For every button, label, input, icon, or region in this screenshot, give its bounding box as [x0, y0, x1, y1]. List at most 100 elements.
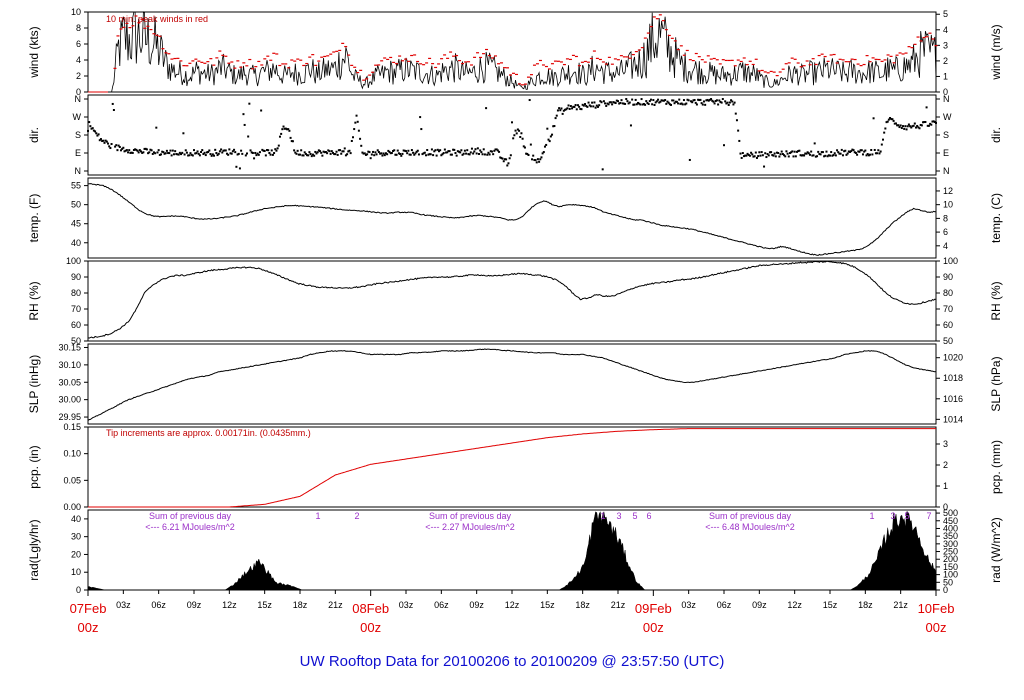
peak-wind-mark	[589, 57, 593, 60]
wind-direction-point	[621, 102, 624, 105]
wind-direction-point	[440, 154, 443, 157]
wind-direction-point	[490, 150, 493, 153]
wind-direction-point	[751, 153, 754, 156]
wind-direction-point	[740, 156, 743, 159]
peak-wind-mark	[613, 58, 617, 60]
right-axis-label-rad: rad (W/m^2)	[989, 517, 1003, 583]
wind-direction-point	[284, 127, 287, 130]
peak-wind-mark	[446, 57, 450, 59]
wind-direction-point	[336, 153, 339, 156]
wind-direction-point	[684, 103, 687, 106]
wind-direction-point	[602, 100, 605, 103]
wind-direction-point	[899, 124, 902, 127]
peak-wind-mark	[733, 65, 737, 67]
peak-wind-mark	[431, 63, 435, 65]
peak-wind-mark	[787, 62, 791, 64]
wind-direction-point	[240, 149, 243, 152]
wind-direction-point	[433, 150, 436, 153]
wind-direction-point	[188, 154, 191, 157]
peak-wind-mark	[326, 55, 330, 57]
x-hour-label: 18z	[575, 600, 590, 610]
wind-direction-point	[469, 151, 472, 154]
peak-wind-mark	[904, 52, 908, 54]
peak-wind-mark	[772, 71, 776, 73]
wind-direction-point	[555, 114, 558, 117]
wind-direction-point	[283, 127, 286, 130]
peak-wind-mark	[661, 20, 665, 22]
wind-direction-point	[333, 153, 336, 156]
wind-direction-point	[227, 153, 230, 156]
wind-direction-point	[853, 151, 856, 154]
wind-direction-point	[483, 153, 486, 156]
peak-wind-mark	[455, 54, 459, 57]
x-hour-label: 21z	[611, 600, 626, 610]
wind-direction-point	[118, 145, 121, 148]
wind-direction-point	[519, 136, 522, 139]
peak-wind-mark	[287, 67, 291, 69]
peak-wind-mark	[386, 58, 390, 61]
wind-direction-point	[122, 146, 125, 149]
wind-direction-point	[637, 101, 640, 104]
wind-direction-point	[823, 155, 826, 158]
wind-direction-point	[180, 153, 183, 156]
wind-direction-point	[913, 122, 916, 125]
rh-line	[87, 260, 937, 339]
peak-wind-mark	[631, 53, 635, 56]
wind-direction-point	[691, 101, 694, 104]
peak-wind-mark	[520, 84, 524, 86]
wind-direction-point	[821, 151, 824, 154]
peak-wind-mark	[365, 78, 369, 80]
wind-direction-point	[520, 132, 523, 135]
peak-wind-mark	[658, 14, 662, 16]
wind-direction-point	[638, 102, 641, 105]
wind-direction-point	[718, 99, 721, 102]
wind-direction-point	[655, 100, 658, 103]
peak-wind-mark	[697, 56, 701, 58]
wind-direction-point	[388, 150, 391, 153]
wind-direction-point	[220, 148, 223, 151]
panel-frame-slp	[87, 343, 937, 425]
wind-direction-point	[664, 99, 667, 102]
peak-wind-mark	[877, 58, 881, 61]
peak-wind-mark	[509, 74, 513, 76]
wind-direction-point	[674, 100, 677, 103]
peak-wind-mark	[140, 18, 144, 20]
wind-direction-point	[653, 103, 656, 106]
wind-direction-point	[187, 154, 190, 157]
wind-direction-point	[715, 99, 718, 102]
wind-direction-point	[450, 153, 453, 156]
x-hour-label: 15z	[540, 600, 555, 610]
wind-direction-point	[685, 102, 688, 105]
wind-direction-point	[200, 151, 203, 154]
wind-direction-point	[525, 152, 528, 155]
wind-direction-point	[101, 140, 104, 143]
wind-direction-point	[798, 149, 801, 152]
wind-direction-point	[249, 149, 252, 152]
wind-direction-point	[102, 139, 105, 142]
wind-direction-point	[770, 151, 773, 154]
wind-direction-point	[699, 98, 702, 101]
wind-direction-point	[635, 103, 638, 106]
wind-direction-point	[860, 149, 863, 152]
wind-direction-point	[151, 152, 154, 155]
wind-direction-point	[536, 158, 539, 161]
wind-direction-point	[617, 100, 619, 103]
right-tick-label-slp: 1014	[943, 414, 963, 424]
left-tick-label-rh: 80	[71, 288, 81, 298]
peak-wind-mark	[173, 57, 177, 60]
wind-direction-point	[299, 153, 301, 156]
wind-direction-point	[549, 135, 552, 138]
radiation-sum-label: Sum of previous day	[429, 511, 512, 521]
wind-direction-point	[909, 125, 912, 128]
wind-direction-point	[316, 151, 319, 154]
radiation-sum-label: Sum of previous day	[149, 511, 232, 521]
x-hour-label: 18z	[293, 600, 308, 610]
wind-direction-point	[132, 148, 135, 151]
right-tick-label-wind: 5	[943, 9, 948, 19]
wind-direction-point	[197, 152, 200, 155]
wind-direction-point	[177, 153, 180, 156]
wind-direction-point	[717, 103, 720, 106]
peak-wind-mark	[820, 53, 824, 55]
wind-direction-point	[386, 153, 389, 156]
wind-direction-point	[575, 108, 578, 111]
